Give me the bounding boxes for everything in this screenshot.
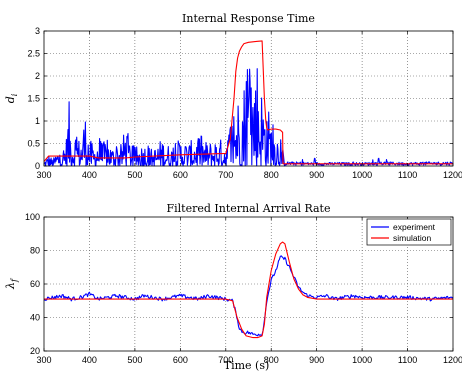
x-tick-label: 1100 xyxy=(398,170,417,180)
y-tick-label: 1 xyxy=(35,116,40,126)
y-axis-label: di xyxy=(4,93,19,103)
x-tick-label: 900 xyxy=(309,355,324,365)
legend-label-simulation: simulation xyxy=(393,233,432,243)
x-tick-label: 600 xyxy=(173,355,188,365)
x-tick-label: 1200 xyxy=(443,355,462,365)
y-tick-label: 0 xyxy=(35,161,40,171)
y-axis-label-main: d xyxy=(4,96,17,103)
x-tick-label: 300 xyxy=(36,355,51,365)
x-tick-label: 400 xyxy=(82,170,97,180)
y-tick-label: 1.5 xyxy=(27,94,40,104)
series-line-experiment xyxy=(43,255,454,337)
x-tick-label: 700 xyxy=(218,170,233,180)
series-line-red xyxy=(43,40,453,165)
legend-box xyxy=(366,218,452,246)
x-tick-label: 1000 xyxy=(352,170,372,180)
x-tick-label: 1200 xyxy=(443,170,462,180)
y-tick-label: 2 xyxy=(35,71,40,81)
y-tick-label: 60 xyxy=(30,279,40,289)
y-tick-label: 40 xyxy=(30,313,40,323)
chart-title: Internal Response Time xyxy=(182,12,315,25)
y-axis-label-sub: f xyxy=(10,277,19,283)
x-tick-label: 600 xyxy=(173,170,188,180)
x-tick-label: 1100 xyxy=(398,355,417,365)
x-tick-label: 500 xyxy=(127,355,142,365)
x-tick-label: 300 xyxy=(36,170,51,180)
legend-label-experiment: experiment xyxy=(393,222,436,232)
series-line-simulation xyxy=(44,241,453,339)
y-tick-label: 80 xyxy=(30,246,40,256)
x-tick-label: 800 xyxy=(264,355,279,365)
y-tick-label: 3 xyxy=(35,26,40,36)
x-tick-label: 700 xyxy=(218,355,233,365)
y-axis-label-sub: i xyxy=(10,93,19,96)
y-tick-label: 100 xyxy=(25,212,40,222)
x-tick-label: 1000 xyxy=(352,355,372,365)
response-time-chart: 300 400 500 600 700 800 900 1000 1100 1200 0 0.5 1 1.… xyxy=(4,12,462,180)
x-tick-label: 800 xyxy=(264,170,279,180)
x-tick-label: 400 xyxy=(82,355,97,365)
y-tick-label: 0.5 xyxy=(27,139,40,149)
chart-title: Filtered Internal Arrival Rate xyxy=(167,202,331,215)
y-axis-label-main: λ xyxy=(4,282,17,290)
x-axis-label: Time (s) xyxy=(224,359,270,372)
x-tick-label: 900 xyxy=(309,170,324,180)
x-tick-label: 500 xyxy=(127,170,142,180)
arrival-rate-chart: 300 400 500 600 700 800 900 1000 1100 1200 20 40 60 8… xyxy=(4,202,462,372)
y-axis-label: λf xyxy=(4,277,19,290)
series-line-blue xyxy=(43,68,453,167)
y-tick-label: 20 xyxy=(30,346,40,356)
y-tick-label: 2.5 xyxy=(27,49,40,59)
